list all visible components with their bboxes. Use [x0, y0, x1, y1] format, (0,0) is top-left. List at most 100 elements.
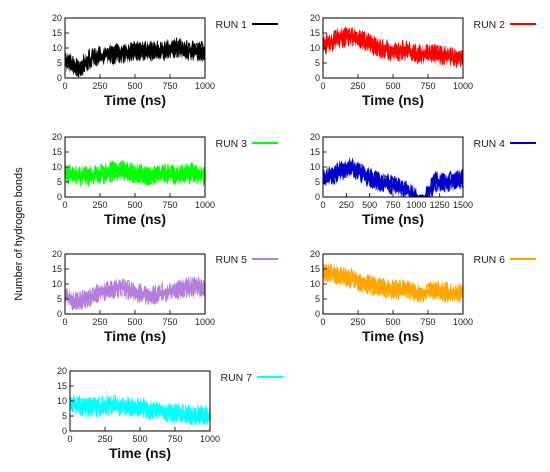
x-tick-label: 1000	[406, 200, 426, 210]
y-tick-label: 10	[310, 43, 320, 53]
x-tick-label: 750	[162, 317, 177, 327]
x-tick-label: 750	[420, 317, 435, 327]
x-axis-title: Time (ns)	[104, 92, 166, 108]
y-tick-label: 10	[310, 162, 320, 172]
y-tick-label: 10	[52, 43, 62, 53]
x-axis-title: Time (ns)	[362, 328, 424, 344]
legend-label-run-1: RUN 1	[215, 19, 247, 31]
panel-run-3: 0 5 10 15 20 0 250 500 750 1000 Time (ns) RUN 3	[52, 132, 278, 227]
x-tick-label: 0	[62, 317, 67, 327]
y-tick-label: 0	[57, 73, 62, 83]
y-tick-label: 15	[310, 264, 320, 274]
y-tick-label: 10	[57, 396, 67, 406]
x-tick-label: 0	[67, 434, 72, 444]
x-tick-label: 250	[92, 81, 107, 91]
x-axis-title: Time (ns)	[362, 211, 424, 227]
y-tick-label: 0	[57, 192, 62, 202]
y-tick-label: 0	[315, 309, 320, 319]
x-tick-label: 500	[385, 81, 400, 91]
x-tick-label: 1500	[453, 200, 473, 210]
y-tick-label: 15	[52, 28, 62, 38]
x-tick-label: 750	[162, 81, 177, 91]
y-tick-label: 20	[310, 13, 320, 23]
x-tick-label: 1250	[430, 200, 450, 210]
y-tick-label: 10	[52, 162, 62, 172]
y-tick-label: 5	[315, 177, 320, 187]
x-tick-label: 1000	[453, 317, 473, 327]
y-tick-label: 15	[52, 147, 62, 157]
trace-line-run-3	[65, 160, 205, 187]
y-tick-label: 5	[57, 58, 62, 68]
legend-label-run-7: RUN 7	[220, 372, 252, 384]
panel-run-2: 0 5 10 15 20 0 250 500 750 1000 Time (ns) RUN 2	[310, 13, 536, 108]
x-axis-title: Time (ns)	[109, 445, 171, 461]
x-tick-label: 1000	[195, 200, 215, 210]
shared-y-axis-label: Number of hydrogen bonds	[13, 167, 25, 301]
x-tick-label: 750	[420, 81, 435, 91]
y-tick-label: 10	[52, 279, 62, 289]
x-tick-label: 250	[350, 317, 365, 327]
y-tick-label: 0	[315, 73, 320, 83]
y-tick-label: 5	[57, 294, 62, 304]
panel-run-7: 0 5 10 15 20 0 250 500 750 1000 Time (ns) RUN 7	[57, 366, 283, 461]
trace-band-run-1	[65, 37, 205, 78]
y-tick-label: 5	[62, 411, 67, 421]
y-tick-label: 15	[52, 264, 62, 274]
trace-line-run-5	[65, 277, 205, 311]
y-tick-label: 20	[57, 366, 67, 376]
legend-label-run-3: RUN 3	[215, 138, 247, 150]
trace-line-run-2	[323, 27, 463, 67]
x-tick-label: 500	[362, 200, 377, 210]
x-tick-label: 1000	[200, 434, 220, 444]
x-tick-label: 500	[127, 317, 142, 327]
trace-band-run-6	[323, 261, 463, 304]
x-tick-label: 250	[339, 200, 354, 210]
x-tick-label: 1000	[195, 81, 215, 91]
x-tick-label: 0	[320, 317, 325, 327]
panel-run-6: 0 5 10 15 20 0 250 500 750 1000 Time (ns) RUN 6	[310, 249, 536, 344]
trace-line-run-7	[70, 394, 210, 426]
y-tick-label: 15	[310, 147, 320, 157]
x-tick-label: 0	[62, 81, 67, 91]
y-tick-label: 5	[315, 294, 320, 304]
legend-label-run-5: RUN 5	[215, 254, 247, 266]
x-tick-label: 500	[132, 434, 147, 444]
x-tick-label: 500	[127, 81, 142, 91]
x-tick-label: 750	[167, 434, 182, 444]
y-tick-label: 20	[52, 249, 62, 259]
y-tick-label: 0	[315, 192, 320, 202]
x-axis-title: Time (ns)	[362, 92, 424, 108]
y-tick-label: 5	[57, 177, 62, 187]
x-tick-label: 250	[350, 81, 365, 91]
x-tick-label: 1000	[453, 81, 473, 91]
x-tick-label: 250	[92, 200, 107, 210]
legend-label-run-2: RUN 2	[473, 19, 505, 31]
y-tick-label: 20	[52, 132, 62, 142]
x-tick-label: 250	[92, 317, 107, 327]
x-axis-title: Time (ns)	[104, 211, 166, 227]
y-tick-label: 0	[62, 426, 67, 436]
legend-label-run-4: RUN 4	[473, 138, 505, 150]
x-tick-label: 750	[385, 200, 400, 210]
x-tick-label: 0	[62, 200, 67, 210]
y-tick-label: 0	[57, 309, 62, 319]
trace-line-run-1	[65, 38, 205, 76]
y-tick-label: 15	[310, 28, 320, 38]
panel-run-4: 0 5 10 15 20 0 250 500 750 1000 1250 1500 Time (ns) R…	[310, 132, 536, 227]
x-tick-label: 1000	[195, 317, 215, 327]
y-tick-label: 20	[52, 13, 62, 23]
x-tick-label: 250	[97, 434, 112, 444]
panel-run-1: 0 5 10 15 20 0 250 500 750 1000 Time (ns) RUN 1	[52, 13, 278, 108]
legend-label-run-6: RUN 6	[473, 254, 505, 266]
y-tick-label: 5	[315, 58, 320, 68]
y-tick-label: 10	[310, 279, 320, 289]
x-tick-label: 500	[385, 317, 400, 327]
trace-line-run-6	[323, 263, 463, 303]
y-tick-label: 15	[57, 381, 67, 391]
x-tick-label: 0	[320, 81, 325, 91]
x-tick-label: 0	[320, 200, 325, 210]
x-tick-label: 750	[162, 200, 177, 210]
y-tick-label: 20	[310, 132, 320, 142]
panel-run-5: 0 5 10 15 20 0 250 500 750 1000 Time (ns) RUN 5	[52, 249, 278, 344]
